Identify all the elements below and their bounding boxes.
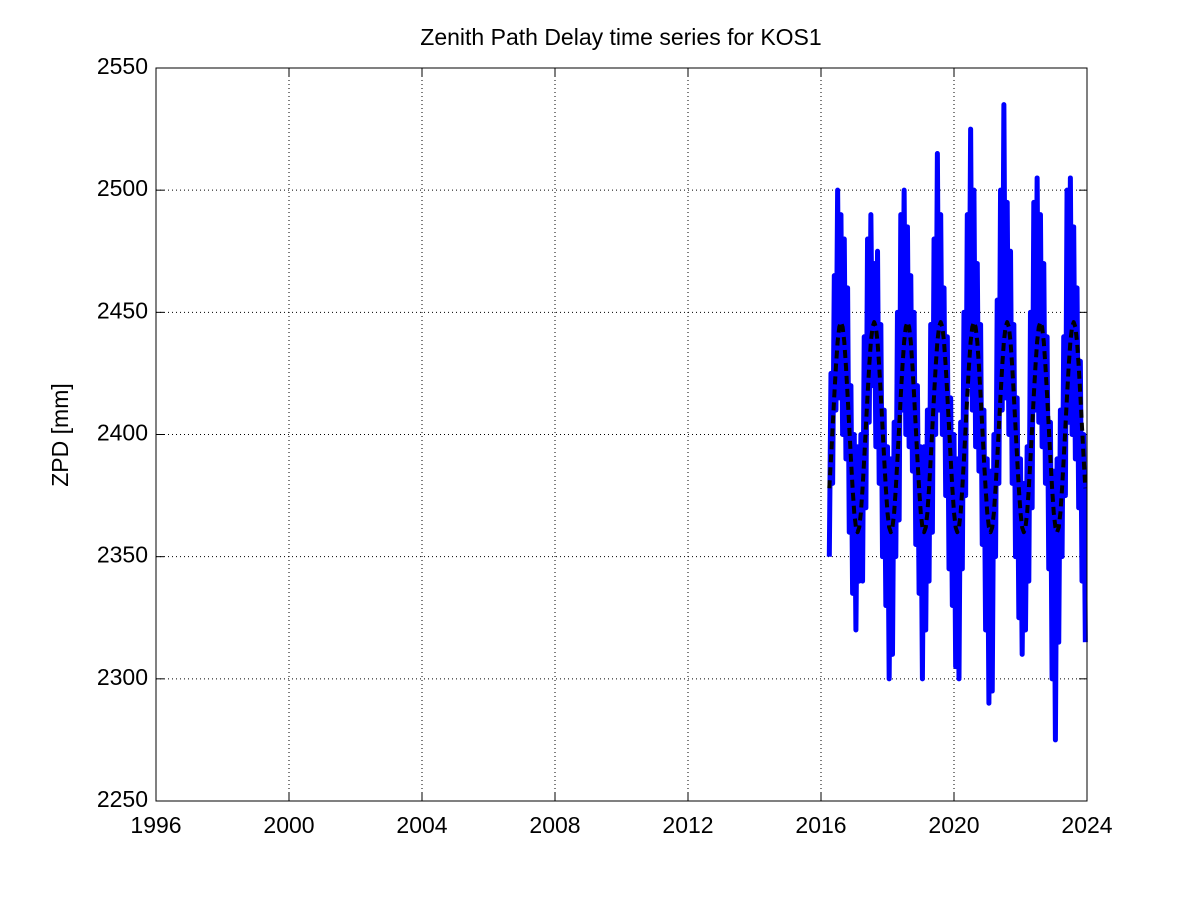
x-tick-label: 2012 xyxy=(662,812,713,838)
series-line xyxy=(827,320,1088,535)
y-tick-label: 2450 xyxy=(97,297,148,323)
x-tick-label: 2016 xyxy=(795,812,846,838)
x-tick-label: 2004 xyxy=(396,812,447,838)
y-tick-label: 2400 xyxy=(97,420,148,446)
series-line xyxy=(826,102,1088,743)
x-tick-label: 2008 xyxy=(529,812,580,838)
y-tick-label: 2350 xyxy=(97,542,148,568)
plot-frame xyxy=(155,67,1088,802)
x-tick-label: 2020 xyxy=(928,812,979,838)
y-tick-label: 2550 xyxy=(97,53,148,79)
x-tick-label: 2024 xyxy=(1061,812,1112,838)
x-tick-label: 2000 xyxy=(263,812,314,838)
x-tick-label: 1996 xyxy=(130,812,181,838)
y-tick-label: 2500 xyxy=(97,175,148,201)
y-tick-label: 2300 xyxy=(97,664,148,690)
y-tick-label: 2250 xyxy=(97,786,148,812)
y-axis-label: ZPD [mm] xyxy=(47,383,73,487)
chart-title: Zenith Path Delay time series for KOS1 xyxy=(420,24,821,50)
